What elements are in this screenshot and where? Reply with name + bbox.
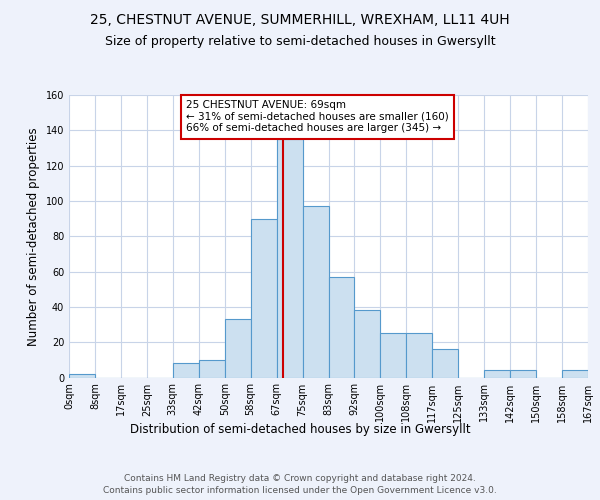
Text: Distribution of semi-detached houses by size in Gwersyllt: Distribution of semi-detached houses by … — [130, 422, 470, 436]
Text: Contains HM Land Registry data © Crown copyright and database right 2024.: Contains HM Land Registry data © Crown c… — [124, 474, 476, 483]
Text: 25 CHESTNUT AVENUE: 69sqm
← 31% of semi-detached houses are smaller (160)
66% of: 25 CHESTNUT AVENUE: 69sqm ← 31% of semi-… — [186, 100, 449, 134]
Bar — [329, 277, 355, 378]
Bar — [69, 374, 95, 378]
Bar — [484, 370, 510, 378]
Bar — [173, 364, 199, 378]
Bar — [199, 360, 224, 378]
Bar — [355, 310, 380, 378]
Bar — [277, 139, 302, 378]
Bar — [510, 370, 536, 378]
Bar — [562, 370, 588, 378]
Text: 25, CHESTNUT AVENUE, SUMMERHILL, WREXHAM, LL11 4UH: 25, CHESTNUT AVENUE, SUMMERHILL, WREXHAM… — [90, 12, 510, 26]
Bar — [225, 319, 251, 378]
Bar — [302, 206, 329, 378]
Bar — [380, 334, 406, 378]
Y-axis label: Number of semi-detached properties: Number of semi-detached properties — [27, 127, 40, 346]
Bar — [433, 349, 458, 378]
Bar — [406, 334, 432, 378]
Text: Size of property relative to semi-detached houses in Gwersyllt: Size of property relative to semi-detach… — [104, 35, 496, 48]
Text: Contains public sector information licensed under the Open Government Licence v3: Contains public sector information licen… — [103, 486, 497, 495]
Bar — [251, 218, 277, 378]
